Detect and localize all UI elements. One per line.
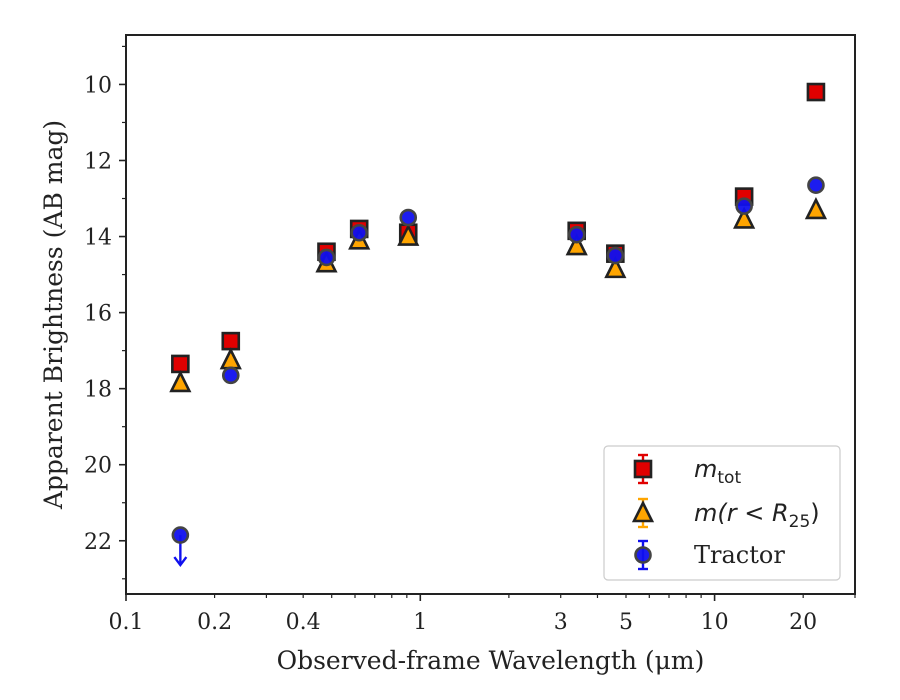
- data-point-square: [221, 331, 241, 351]
- data-point-circle: [399, 208, 418, 227]
- data-point-circle: [171, 526, 190, 544]
- data-point-triangle: [169, 370, 192, 393]
- data-point-triangle: [604, 255, 627, 279]
- y-tick-label: 20: [84, 454, 112, 479]
- data-point-square: [171, 354, 190, 374]
- x-tick-label: 0.4: [286, 610, 321, 635]
- plot-frame: [125, 34, 856, 595]
- y-tick-label: 14: [84, 226, 112, 251]
- data-point-circle: [317, 248, 336, 267]
- legend-item: Tractor: [634, 539, 785, 571]
- data-point-triangle: [565, 233, 588, 256]
- y-tick-label: 12: [84, 149, 112, 174]
- legend-item: mtot: [633, 453, 741, 488]
- legend-marker-triangle: [631, 500, 655, 523]
- y-axis-label: Apparent Brightness (AB mag): [39, 120, 68, 510]
- data-point-circle: [606, 246, 625, 265]
- legend: mtot m(r < R25) Tractor: [603, 445, 841, 581]
- y-tick-label: 18: [84, 378, 112, 403]
- x-tick-label: 1: [413, 610, 427, 635]
- data-point-triangle: [733, 206, 756, 229]
- data-marks: [169, 82, 828, 568]
- data-point-circle: [807, 176, 825, 195]
- legend-marker-circle: [634, 546, 652, 564]
- x-axis-label: Observed-frame Wavelength (μm): [277, 646, 705, 675]
- series-circle: [171, 176, 825, 568]
- x-tick-label: 0.2: [197, 610, 232, 635]
- series-triangle: [169, 197, 828, 393]
- axes: 10 12 14 16 18 20 22 0.1 0.2 0.4 1 3 5 10 20: [84, 45, 856, 635]
- x-tick-label: 10: [701, 610, 729, 635]
- x-tick-label: 3: [554, 610, 568, 635]
- legend-marker-square: [633, 459, 653, 479]
- y-tick-label: 10: [84, 73, 112, 98]
- legend-label: m(r < R25): [694, 499, 820, 532]
- y-tick-label: 22: [84, 530, 112, 555]
- legend-item: m(r < R25): [631, 497, 820, 532]
- data-point-triangle: [804, 197, 828, 220]
- data-point-circle: [221, 366, 240, 385]
- data-point-square: [806, 82, 826, 102]
- data-point-circle: [735, 197, 753, 215]
- legend-box: [603, 445, 841, 581]
- data-point-circle: [350, 223, 368, 242]
- data-point-circle: [567, 225, 586, 244]
- y-tick-label: 16: [84, 302, 112, 327]
- upper-limit-arrow-head: [173, 556, 188, 568]
- x-tick-label: 5: [619, 610, 633, 635]
- x-tick-label: 0.1: [109, 610, 144, 635]
- legend-label: Tractor: [694, 541, 785, 569]
- legend-label: mtot: [694, 455, 741, 488]
- x-tick-label: 20: [789, 610, 817, 635]
- data-point-triangle: [397, 223, 420, 246]
